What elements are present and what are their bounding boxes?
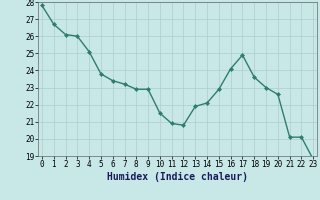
X-axis label: Humidex (Indice chaleur): Humidex (Indice chaleur) <box>107 172 248 182</box>
